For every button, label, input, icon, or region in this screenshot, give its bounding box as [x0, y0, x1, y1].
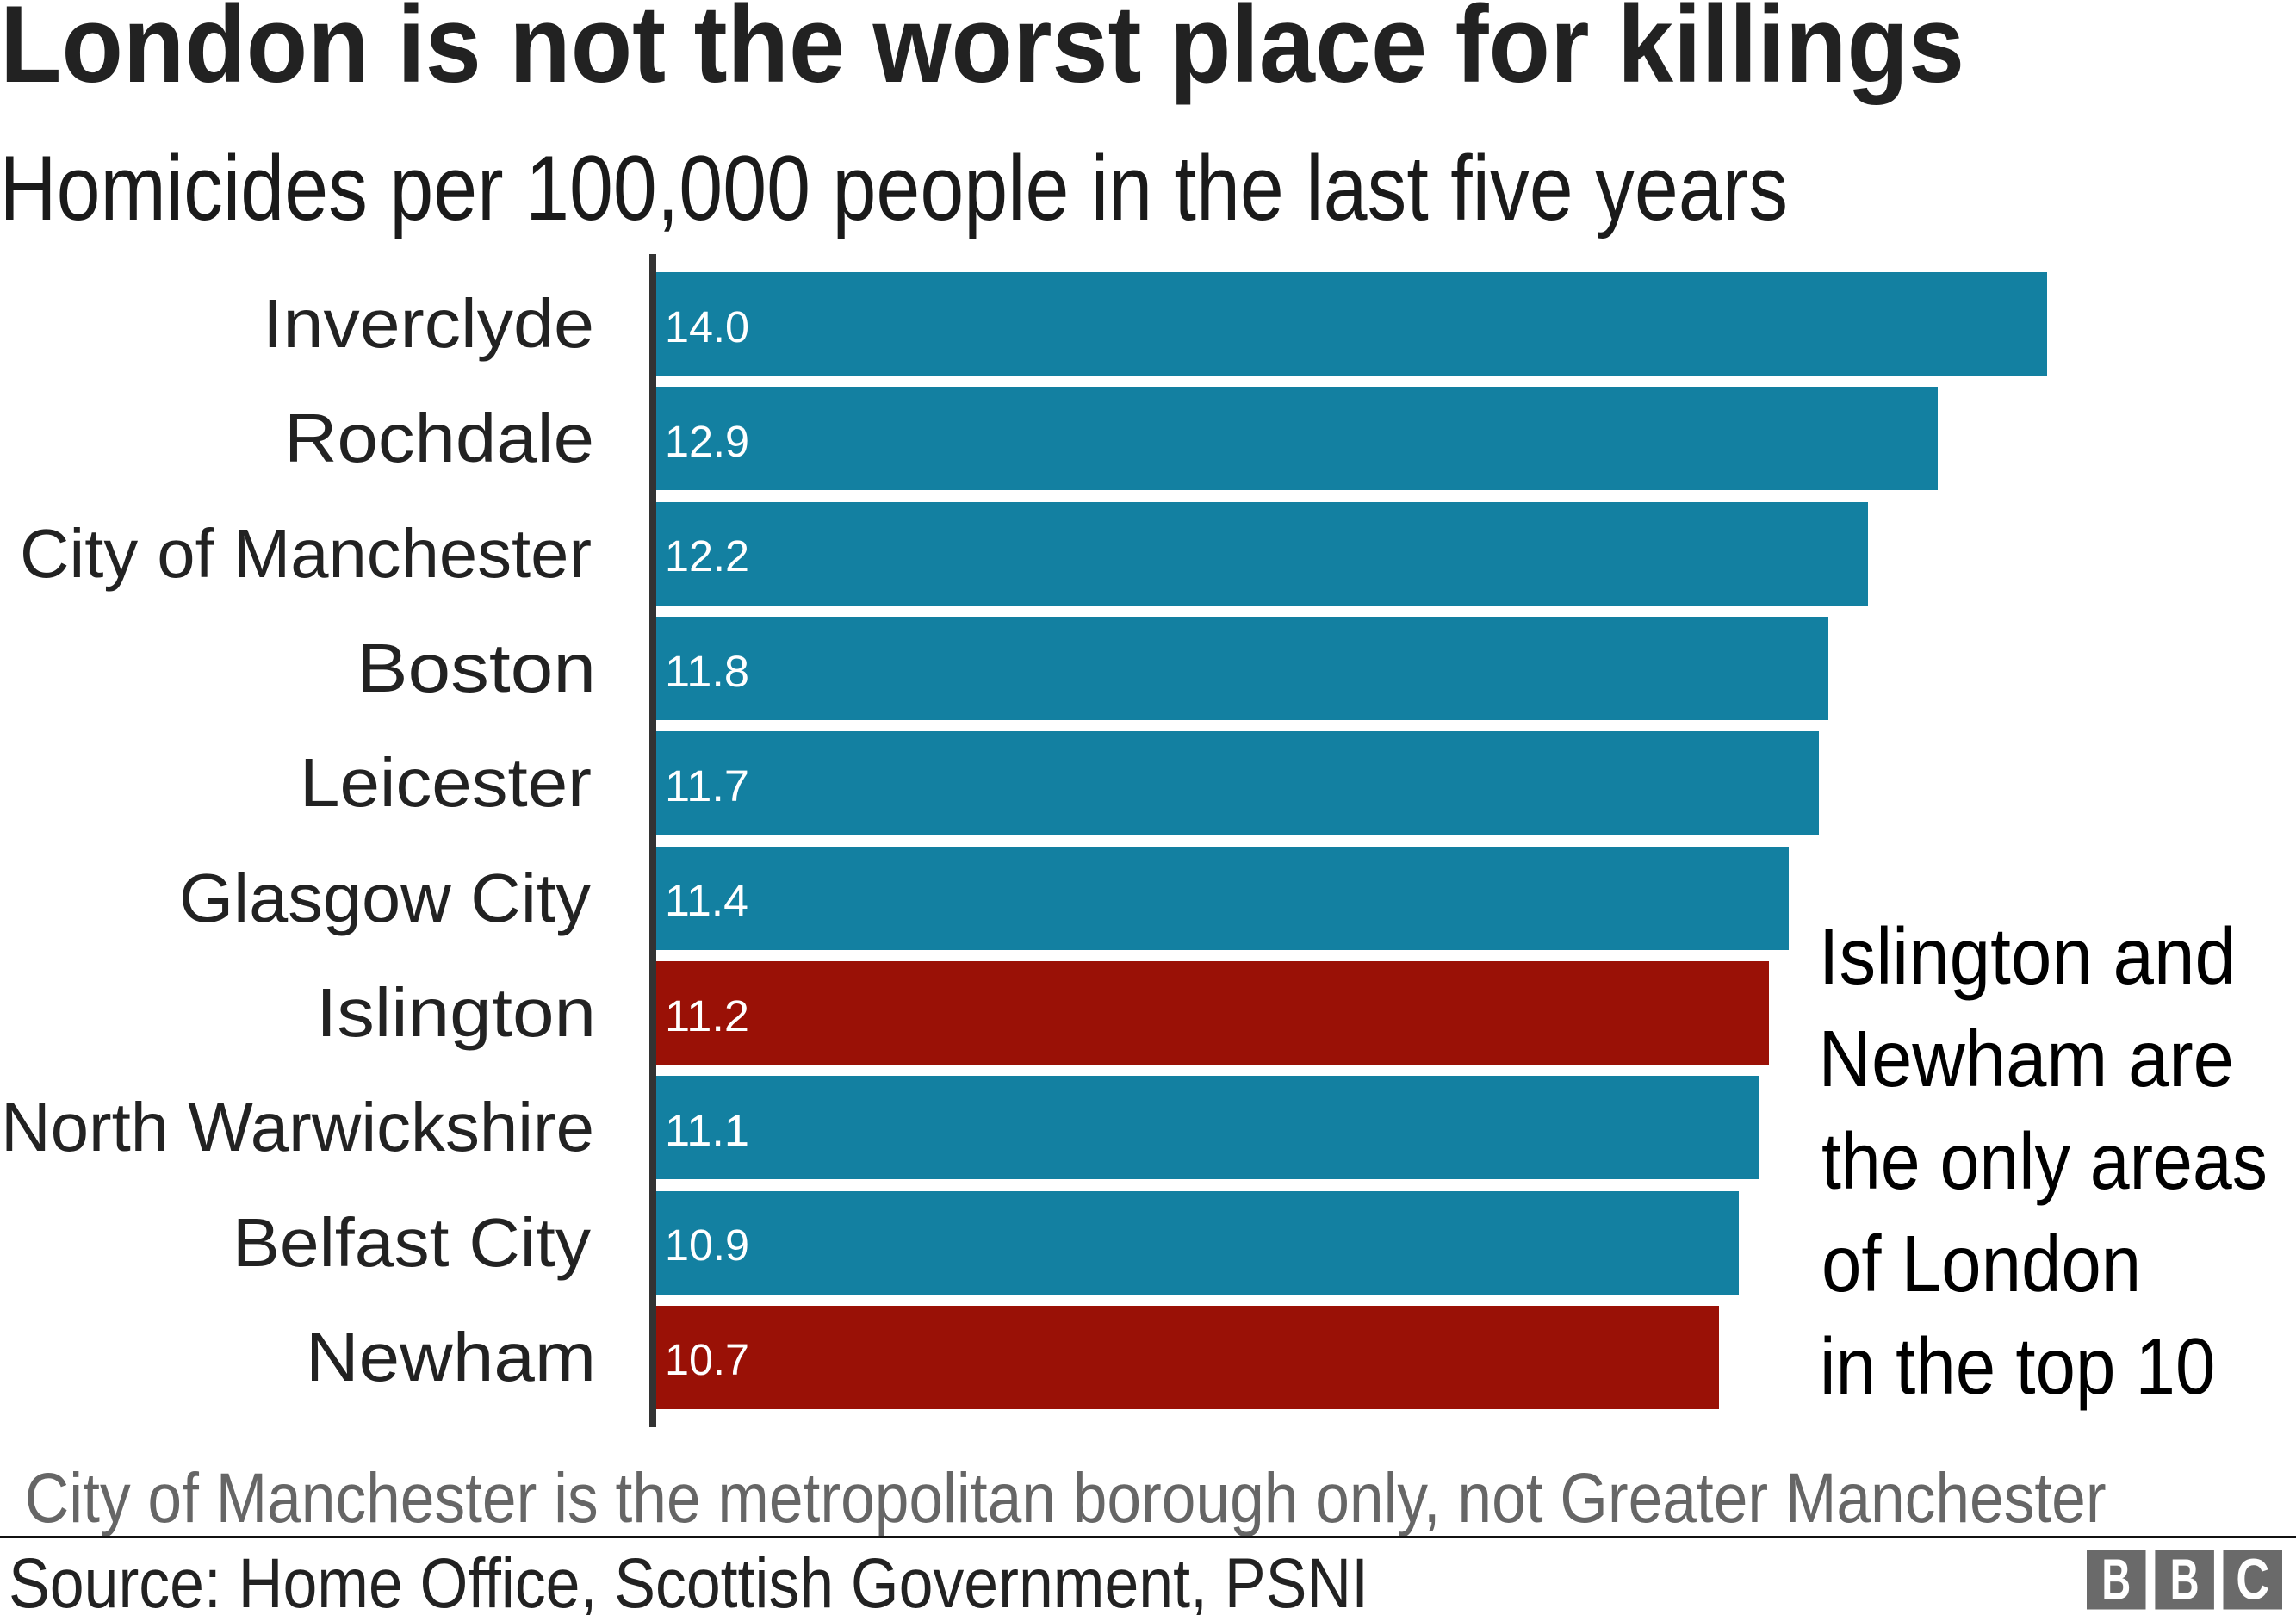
svg-text:North Warwickshire: North Warwickshire: [1, 1089, 594, 1165]
svg-text:B: B: [2101, 1548, 2131, 1612]
svg-text:Glasgow City: Glasgow City: [179, 860, 591, 936]
svg-text:11.2: 11.2: [665, 991, 749, 1040]
svg-text:10.9: 10.9: [665, 1221, 749, 1270]
svg-text:11.7: 11.7: [665, 761, 749, 811]
svg-text:10.7: 10.7: [665, 1335, 749, 1384]
svg-text:Source: Home Office, Scottish: Source: Home Office, Scottish Government…: [9, 1544, 1368, 1615]
svg-text:Belfast City: Belfast City: [233, 1204, 591, 1281]
svg-text:12.9: 12.9: [665, 417, 749, 466]
svg-text:11.1: 11.1: [665, 1106, 749, 1155]
svg-text:of London: of London: [1821, 1219, 2141, 1308]
svg-text:City of Manchester is the metr: City of Manchester is the metropolitan b…: [25, 1459, 2107, 1537]
svg-text:Islington and: Islington and: [1819, 911, 2236, 1001]
svg-text:12.2: 12.2: [665, 531, 749, 581]
svg-text:11.8: 11.8: [665, 647, 749, 696]
svg-text:Newham: Newham: [306, 1319, 596, 1395]
svg-text:the only areas: the only areas: [1821, 1116, 2268, 1206]
svg-text:Leicester: Leicester: [300, 744, 592, 821]
svg-text:London is not the worst place: London is not the worst place for killin…: [0, 0, 1964, 105]
svg-text:B: B: [2170, 1548, 2200, 1612]
svg-text:City of Manchester: City of Manchester: [20, 515, 592, 592]
svg-text:Newham are: Newham are: [1819, 1014, 2235, 1103]
svg-text:Homicides per 100,000 people i: Homicides per 100,000 people in the last…: [0, 136, 1788, 239]
svg-text:C: C: [2236, 1548, 2269, 1612]
svg-text:Rochdale: Rochdale: [284, 400, 594, 476]
svg-text:Islington: Islington: [316, 974, 596, 1051]
svg-text:Inverclyde: Inverclyde: [263, 285, 594, 362]
svg-text:Boston: Boston: [357, 630, 596, 706]
svg-text:in the top 10: in the top 10: [1820, 1321, 2215, 1411]
svg-text:14.0: 14.0: [665, 302, 749, 351]
svg-text:11.4: 11.4: [665, 876, 748, 925]
